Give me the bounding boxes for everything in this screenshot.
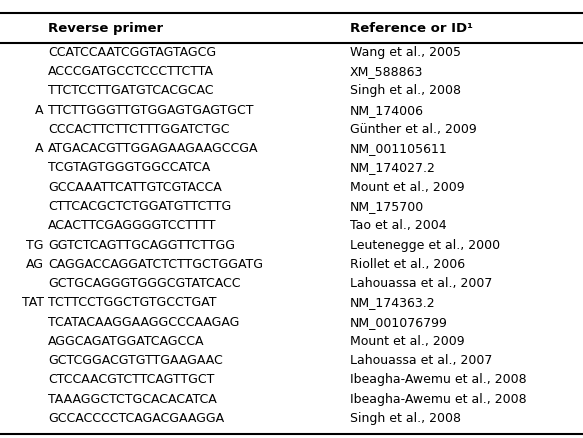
Text: TCGTAGTGGGTGGCCATCA: TCGTAGTGGGTGGCCATCA (48, 162, 210, 174)
Text: Singh et al., 2008: Singh et al., 2008 (350, 412, 461, 425)
Text: TTCTTGGGTTGTGGAGTGAGTGCT: TTCTTGGGTTGTGGAGTGAGTGCT (48, 104, 253, 117)
Text: NM_174006: NM_174006 (350, 104, 424, 117)
Text: GCTGCAGGGTGGGCGTATCACC: GCTGCAGGGTGGGCGTATCACC (48, 277, 240, 290)
Text: A: A (35, 104, 44, 117)
Text: XM_588863: XM_588863 (350, 65, 423, 78)
Text: Ibeagha-Awemu et al., 2008: Ibeagha-Awemu et al., 2008 (350, 374, 526, 386)
Text: TAT: TAT (22, 297, 44, 309)
Text: TCATACAAGGAAGGCCCAAGAG: TCATACAAGGAAGGCCCAAGAG (48, 316, 239, 328)
Text: CCATCCAATCGGTAGTAGCG: CCATCCAATCGGTAGTAGCG (48, 46, 216, 59)
Text: Mount et al., 2009: Mount et al., 2009 (350, 335, 465, 348)
Text: Mount et al., 2009: Mount et al., 2009 (350, 181, 465, 194)
Text: A: A (35, 142, 44, 155)
Text: GCCACCCCTCAGACGAAGGA: GCCACCCCTCAGACGAAGGA (48, 412, 224, 425)
Text: Reference or ID¹: Reference or ID¹ (350, 21, 473, 35)
Text: Leutenegge et al., 2000: Leutenegge et al., 2000 (350, 239, 500, 251)
Text: NM_174363.2: NM_174363.2 (350, 297, 436, 309)
Text: ATGACACGTTGGAGAAGAAGCCGA: ATGACACGTTGGAGAAGAAGCCGA (48, 142, 258, 155)
Text: Ibeagha-Awemu et al., 2008: Ibeagha-Awemu et al., 2008 (350, 393, 526, 406)
Text: ACACTTCGAGGGGTCCTTTT: ACACTTCGAGGGGTCCTTTT (48, 219, 216, 232)
Text: TCTTCCTGGCTGTGCCTGAT: TCTTCCTGGCTGTGCCTGAT (48, 297, 216, 309)
Text: ACCCGATGCCTCCCTTCTTA: ACCCGATGCCTCCCTTCTTA (48, 65, 214, 78)
Text: NM_001076799: NM_001076799 (350, 316, 448, 328)
Text: AG: AG (26, 258, 44, 271)
Text: Günther et al., 2009: Günther et al., 2009 (350, 123, 476, 136)
Text: Riollet et al., 2006: Riollet et al., 2006 (350, 258, 465, 271)
Text: NM_001105611: NM_001105611 (350, 142, 448, 155)
Text: Lahouassa et al., 2007: Lahouassa et al., 2007 (350, 354, 492, 367)
Text: TG: TG (26, 239, 44, 251)
Text: TTCTCCTTGATGTCACGCAC: TTCTCCTTGATGTCACGCAC (48, 85, 213, 97)
Text: TAAAGGCTCTGCACACATCA: TAAAGGCTCTGCACACATCA (48, 393, 216, 406)
Text: NM_175700: NM_175700 (350, 200, 424, 213)
Text: Lahouassa et al., 2007: Lahouassa et al., 2007 (350, 277, 492, 290)
Text: Tao et al., 2004: Tao et al., 2004 (350, 219, 447, 232)
Text: Singh et al., 2008: Singh et al., 2008 (350, 85, 461, 97)
Text: CTCCAACGTCTTCAGTTGCT: CTCCAACGTCTTCAGTTGCT (48, 374, 214, 386)
Text: NM_174027.2: NM_174027.2 (350, 162, 436, 174)
Text: Reverse primer: Reverse primer (48, 21, 163, 35)
Text: CAGGACCAGGATCTCTTGCTGGATG: CAGGACCAGGATCTCTTGCTGGATG (48, 258, 263, 271)
Text: GGTCTCAGTTGCAGGTTCTTGG: GGTCTCAGTTGCAGGTTCTTGG (48, 239, 235, 251)
Text: GCCAAATTCATTGTCGTACCA: GCCAAATTCATTGTCGTACCA (48, 181, 222, 194)
Text: AGGCAGATGGATCAGCCA: AGGCAGATGGATCAGCCA (48, 335, 204, 348)
Text: CCCACTTCTTCTTTGGATCTGC: CCCACTTCTTCTTTGGATCTGC (48, 123, 229, 136)
Text: GCTCGGACGTGTTGAAGAAC: GCTCGGACGTGTTGAAGAAC (48, 354, 223, 367)
Text: CTTCACGCTCTGGATGTTCTTG: CTTCACGCTCTGGATGTTCTTG (48, 200, 231, 213)
Text: Wang et al., 2005: Wang et al., 2005 (350, 46, 461, 59)
